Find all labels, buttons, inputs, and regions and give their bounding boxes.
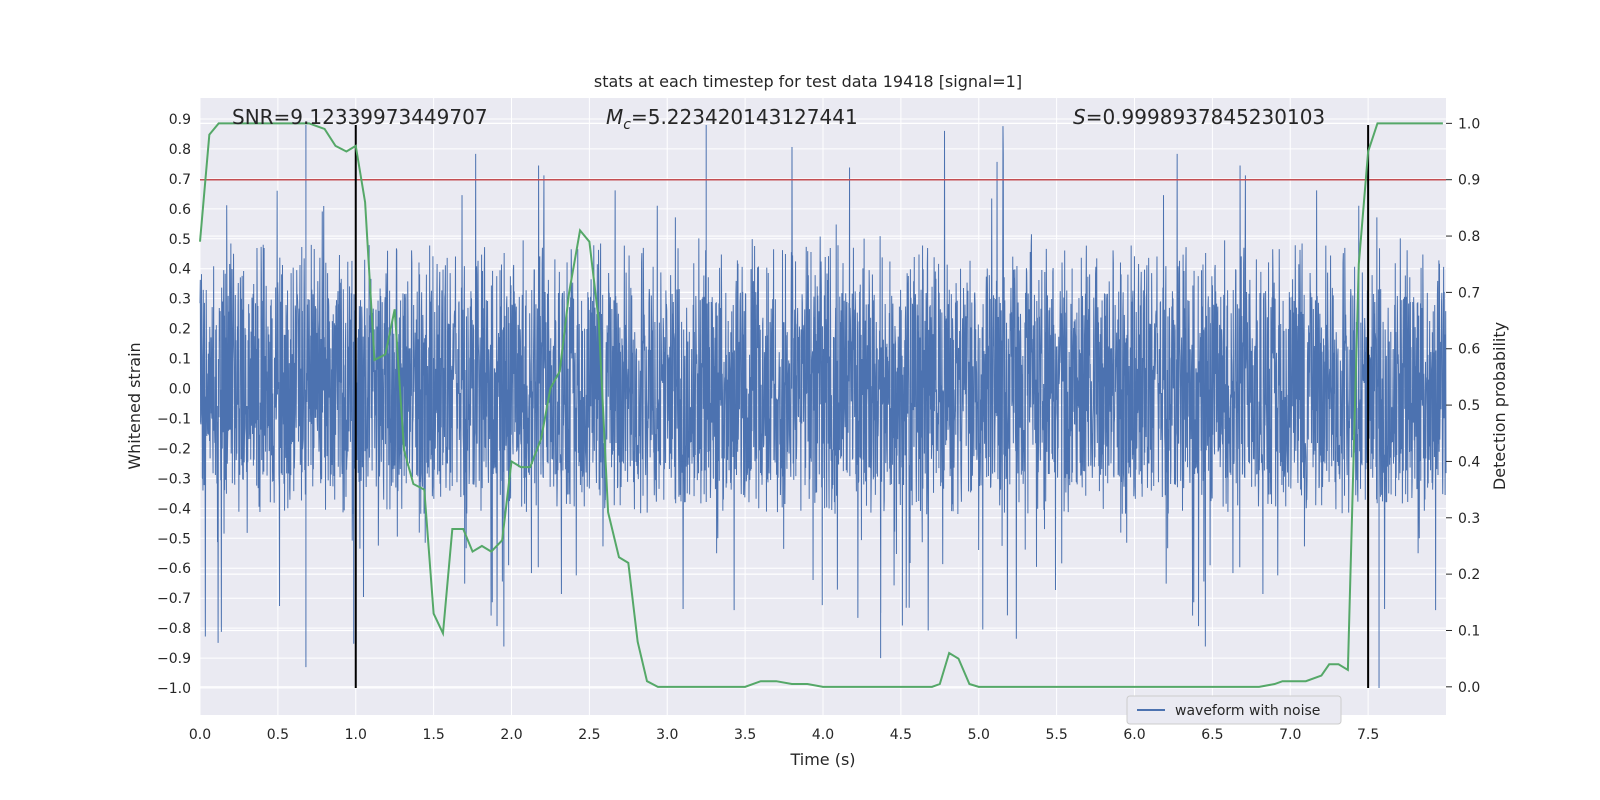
y2-axis-label: Detection probability — [1490, 322, 1509, 490]
y2-tick-labels: 1.0 0.9 0.8 0.7 0.6 0.5 0.4 0.3 0.2 0.1 0.0 — [1446, 116, 1480, 696]
y-tick-label: 0.3 — [169, 292, 191, 308]
x-tick-label: 5.0 — [968, 727, 990, 743]
y-tick-label: −0.9 — [157, 651, 191, 667]
y-tick-label: 0.4 — [169, 262, 191, 278]
y2-tick-label: 0.8 — [1458, 229, 1480, 245]
y2-tick-label: 0.7 — [1458, 285, 1480, 301]
x-tick-label: 0.5 — [267, 727, 289, 743]
x-tick-label: 1.5 — [422, 727, 444, 743]
chirp-mass-symbol: M — [606, 105, 623, 129]
y-tick-label: −1.0 — [157, 681, 191, 697]
x-tick-label: 3.5 — [734, 727, 756, 743]
x-tick-label: 1.0 — [345, 727, 367, 743]
x-tick-label: 0.0 — [189, 727, 211, 743]
y-tick-label: −0.4 — [157, 501, 191, 517]
y-tick-label: −0.6 — [157, 561, 191, 577]
y-tick-label: −0.5 — [157, 531, 191, 547]
chart-title: stats at each timestep for test data 194… — [594, 72, 1022, 91]
y2-tick-label: 0.1 — [1458, 623, 1480, 639]
event-vertical-lines — [354, 124, 1370, 689]
y2-tick-label: 0.6 — [1458, 342, 1480, 358]
waveform-series — [199, 124, 1447, 689]
x-tick-label: 4.5 — [890, 727, 912, 743]
chirp-mass-annotation: Mc=5.223420143127441 — [606, 105, 858, 133]
y-tick-label: 0.1 — [169, 352, 191, 368]
y-tick-label: 0.6 — [169, 202, 191, 218]
x-tick-label: 4.0 — [812, 727, 834, 743]
y2-tick-label: 0.9 — [1458, 173, 1480, 189]
score-value: =0.9998937845230103 — [1086, 105, 1325, 129]
y-tick-label: −0.3 — [157, 471, 191, 487]
y-tick-label: 0.2 — [169, 322, 191, 338]
y-tick-label: −0.8 — [157, 621, 191, 637]
x-tick-label: 7.5 — [1357, 727, 1379, 743]
x-tick-label: 6.5 — [1201, 727, 1223, 743]
score-annotation: S=0.9998937845230103 — [1073, 105, 1325, 129]
legend: waveform with noise — [1126, 695, 1342, 725]
y2-tick-label: 0.3 — [1458, 511, 1480, 527]
waveform-with-noise-line — [199, 124, 1447, 689]
y-tick-label: 0.9 — [169, 112, 191, 128]
y-axis-label: Whitened strain — [125, 342, 144, 469]
x-tick-label: 2.5 — [578, 727, 600, 743]
y-tick-label: −0.7 — [157, 591, 191, 607]
y-tick-label: −0.1 — [157, 411, 191, 427]
y-tick-label: −0.2 — [157, 441, 191, 457]
detection-probability-line — [199, 122, 1443, 688]
y-tick-label: 0.5 — [169, 232, 191, 248]
x-tick-label: 3.0 — [656, 727, 678, 743]
y2-tick-label: 0.2 — [1458, 567, 1480, 583]
x-tick-label: 5.5 — [1045, 727, 1067, 743]
y-tick-label: 0.7 — [169, 172, 191, 188]
x-axis-label: Time (s) — [789, 750, 855, 769]
y2-tick-label: 0.5 — [1458, 398, 1480, 414]
x-tick-labels: 0.0 0.5 1.0 1.5 2.0 2.5 3.0 3.5 4.0 4.5 5.0 5.5 6.0 6… — [189, 727, 1379, 743]
snr-annotation: SNR=9.12339973449707 — [232, 105, 488, 129]
y2-tick-label: 0.4 — [1458, 454, 1480, 470]
score-symbol: S — [1073, 105, 1086, 129]
x-tick-label: 6.0 — [1123, 727, 1145, 743]
x-tick-label: 2.0 — [500, 727, 522, 743]
legend-box — [1126, 695, 1342, 725]
y-tick-label: 0.8 — [169, 142, 191, 158]
chirp-mass-subscript: c — [623, 117, 631, 133]
x-tick-label: 7.0 — [1279, 727, 1301, 743]
y2-tick-label: 1.0 — [1458, 116, 1480, 132]
chirp-mass-value: =5.223420143127441 — [631, 105, 858, 129]
y-tick-label: 0.0 — [169, 382, 191, 398]
y-tick-labels: 0.9 0.8 0.7 0.6 0.5 0.4 0.3 0.2 0.1 0.0 −0.1 −0.2 −0… — [157, 112, 191, 697]
legend-label-waveform: waveform with noise — [1175, 703, 1320, 719]
y2-tick-label: 0.0 — [1458, 680, 1480, 696]
